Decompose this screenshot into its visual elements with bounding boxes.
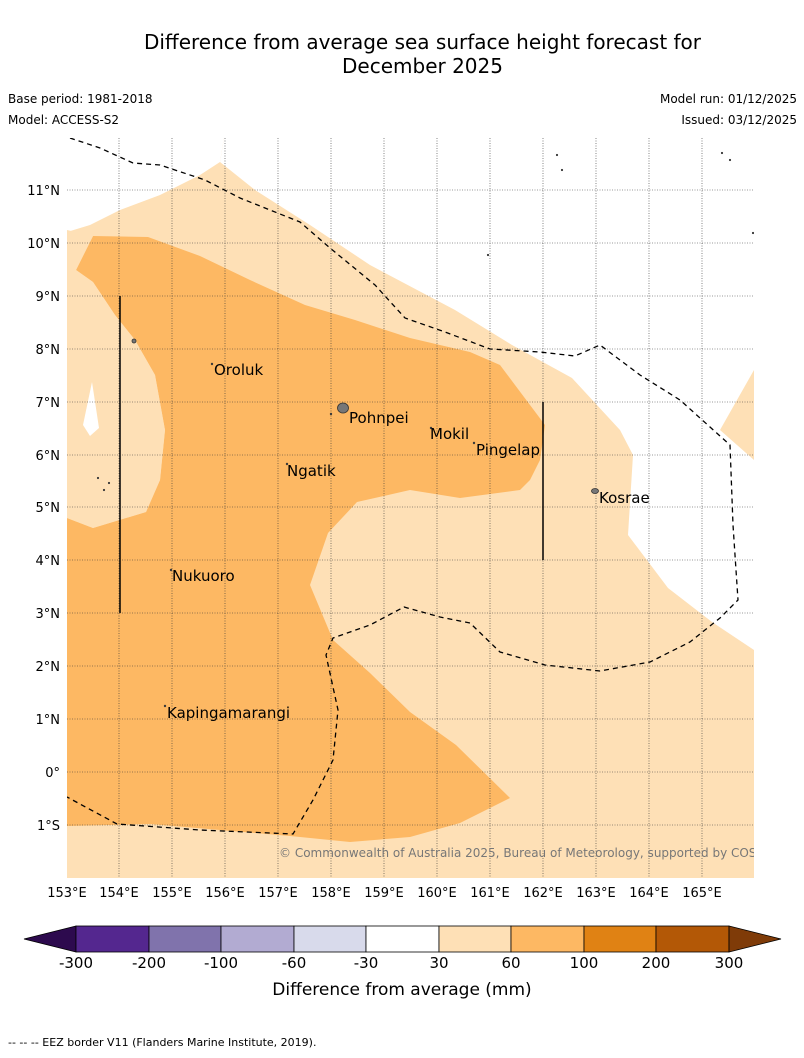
islands bbox=[96, 151, 754, 708]
svg-text:153°E: 153°E bbox=[47, 886, 87, 901]
svg-text:-60: -60 bbox=[282, 954, 307, 972]
colorbar-bin-6 bbox=[438, 925, 512, 953]
svg-text:160°E: 160°E bbox=[417, 886, 457, 901]
copyright-notice: © Commonwealth of Australia 2025, Bureau… bbox=[279, 846, 784, 860]
svg-text:159°E: 159°E bbox=[364, 886, 404, 901]
svg-text:30: 30 bbox=[429, 954, 448, 972]
map-area: Oroluk Pohnpei Mokil Pingelap Ngatik Kos… bbox=[67, 138, 784, 878]
graticule bbox=[67, 138, 754, 878]
svg-text:60: 60 bbox=[501, 954, 520, 972]
svg-text:155°E: 155°E bbox=[152, 886, 192, 901]
svg-text:2°N: 2°N bbox=[36, 660, 61, 675]
colorbar-bin-2 bbox=[148, 925, 222, 953]
place-label-pohnpei: Pohnpei bbox=[349, 409, 409, 427]
colorbar-extend-low bbox=[23, 925, 77, 953]
place-labels: Oroluk Pohnpei Mokil Pingelap Ngatik Kos… bbox=[167, 361, 650, 722]
svg-text:154°E: 154°E bbox=[99, 886, 139, 901]
svg-text:9°N: 9°N bbox=[36, 290, 61, 305]
colorbar-extend-high bbox=[728, 925, 782, 953]
svg-text:3°N: 3°N bbox=[36, 607, 61, 622]
eez-border bbox=[67, 138, 739, 835]
svg-text:200: 200 bbox=[642, 954, 671, 972]
pohnpei-island bbox=[337, 402, 349, 414]
svg-text:165°E: 165°E bbox=[682, 886, 722, 901]
colorbar-bin-3 bbox=[220, 925, 295, 953]
place-label-mokil: Mokil bbox=[430, 425, 469, 443]
place-label-kapingamarangi: Kapingamarangi bbox=[167, 704, 290, 722]
svg-text:-100: -100 bbox=[204, 954, 238, 972]
colorbar-ticks: -300 -200 -100 -60 -30 30 60 100 200 300 bbox=[59, 954, 743, 972]
svg-text:161°E: 161°E bbox=[470, 886, 510, 901]
svg-text:-300: -300 bbox=[59, 954, 93, 972]
small-island bbox=[131, 338, 137, 344]
svg-text:100: 100 bbox=[570, 954, 599, 972]
svg-text:164°E: 164°E bbox=[629, 886, 669, 901]
eez-footnote: -- -- -- EEZ border V11 (Flanders Marine… bbox=[8, 1036, 317, 1049]
colorbar-bin-8 bbox=[583, 925, 657, 953]
svg-text:0°: 0° bbox=[45, 766, 60, 781]
map-title: Difference from average sea surface heig… bbox=[0, 30, 804, 78]
svg-text:1°S: 1°S bbox=[37, 819, 60, 834]
svg-text:-30: -30 bbox=[354, 954, 379, 972]
longitude-labels: 153°E 154°E 155°E 156°E 157°E 158°E 159°… bbox=[47, 886, 722, 901]
svg-text:10°N: 10°N bbox=[27, 237, 60, 252]
place-label-pingelap: Pingelap bbox=[476, 441, 540, 459]
model-name: Model: ACCESS-S2 bbox=[8, 113, 120, 127]
map-figure: Oroluk Pohnpei Mokil Pingelap Ngatik Kos… bbox=[23, 138, 784, 1000]
svg-text:163°E: 163°E bbox=[576, 886, 616, 901]
white-region-north bbox=[220, 138, 754, 650]
colorbar-label: Difference from average (mm) bbox=[272, 980, 531, 1000]
white-region-west bbox=[67, 138, 224, 232]
place-label-kosrae: Kosrae bbox=[599, 489, 650, 507]
svg-text:6°N: 6°N bbox=[36, 449, 61, 464]
svg-text:7°N: 7°N bbox=[36, 396, 61, 411]
svg-text:11°N: 11°N bbox=[27, 184, 60, 199]
colorbar-bin-9 bbox=[655, 925, 730, 953]
svg-text:5°N: 5°N bbox=[36, 501, 61, 516]
model-run: Model run: 01/12/2025 bbox=[659, 92, 797, 106]
svg-text:158°E: 158°E bbox=[311, 886, 351, 901]
colorbar-bin-4 bbox=[293, 925, 367, 953]
issued-date: Issued: 03/12/2025 bbox=[681, 113, 797, 127]
svg-text:157°E: 157°E bbox=[258, 886, 298, 901]
svg-text:156°E: 156°E bbox=[205, 886, 245, 901]
svg-text:162°E: 162°E bbox=[523, 886, 563, 901]
place-label-ngatik: Ngatik bbox=[287, 462, 336, 480]
kosrae-island bbox=[591, 488, 599, 494]
white-patch-west-2 bbox=[83, 382, 99, 436]
svg-text:-200: -200 bbox=[132, 954, 166, 972]
latitude-labels: 11°N 10°N 9°N 8°N 7°N 6°N 5°N 4°N 3°N 2°… bbox=[27, 184, 60, 834]
colorbar-bin-7 bbox=[510, 925, 585, 953]
svg-text:4°N: 4°N bbox=[36, 554, 61, 569]
colorbar-bin-1 bbox=[75, 925, 150, 953]
place-label-nukuoro: Nukuoro bbox=[172, 567, 235, 585]
colorbar-bin-5 bbox=[365, 925, 440, 953]
colorbar bbox=[23, 925, 782, 953]
svg-text:300: 300 bbox=[715, 954, 744, 972]
light-inset-west bbox=[67, 230, 165, 528]
title-line-2: December 2025 bbox=[342, 54, 503, 78]
svg-text:1°N: 1°N bbox=[36, 713, 61, 728]
svg-text:8°N: 8°N bbox=[36, 343, 61, 358]
orange-region bbox=[67, 236, 545, 842]
title-line-1: Difference from average sea surface heig… bbox=[143, 30, 702, 54]
base-period: Base period: 1981-2018 bbox=[8, 92, 153, 106]
place-label-oroluk: Oroluk bbox=[214, 361, 263, 379]
